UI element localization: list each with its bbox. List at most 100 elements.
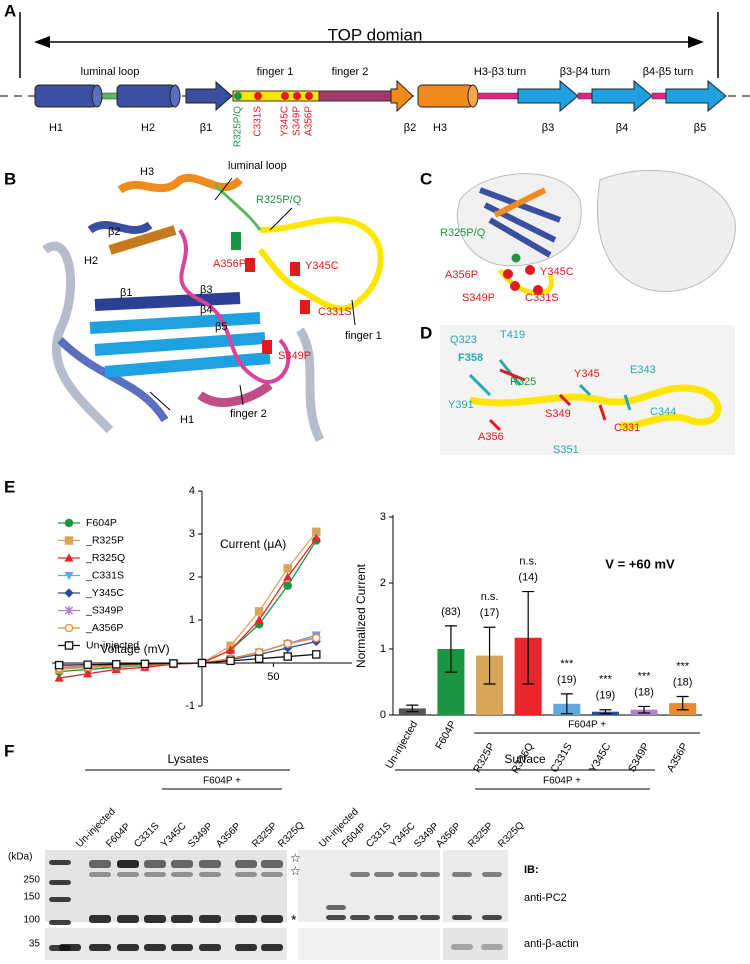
band bbox=[199, 860, 221, 868]
legend-label: _R325P bbox=[85, 534, 124, 546]
turn bbox=[577, 92, 593, 100]
significance: *** bbox=[599, 674, 613, 686]
panel-label: C bbox=[420, 169, 432, 188]
y-tick-label: 3 bbox=[189, 528, 195, 540]
series-line bbox=[59, 653, 317, 666]
site bbox=[503, 269, 513, 279]
side-chain bbox=[488, 368, 607, 432]
y-tick-label: -1 bbox=[185, 700, 195, 712]
band bbox=[144, 944, 166, 951]
structure-label: R325P/Q bbox=[440, 227, 486, 239]
point bbox=[64, 588, 74, 598]
point bbox=[283, 639, 292, 648]
panel-b: B H3 luminal loop R325P/Q β2 H2 A356P Y3… bbox=[4, 160, 400, 443]
finger-loop bbox=[469, 384, 722, 430]
band bbox=[326, 905, 346, 910]
lane-label: C331S bbox=[132, 820, 162, 850]
structure-label: S349 bbox=[545, 408, 571, 420]
structure-label: Q323 bbox=[450, 334, 477, 346]
ribbon bbox=[57, 337, 169, 423]
lane-label: R325P bbox=[466, 820, 496, 850]
helix-end bbox=[91, 84, 103, 108]
band bbox=[144, 860, 166, 868]
band bbox=[49, 880, 71, 885]
site bbox=[254, 92, 262, 100]
mutation-label: Y345C bbox=[280, 106, 291, 137]
group-label: F604P + bbox=[568, 720, 606, 731]
band bbox=[420, 915, 440, 920]
domain-title: TOP domian bbox=[328, 25, 423, 44]
legend-label: Un-injected bbox=[86, 639, 139, 651]
blot bbox=[298, 850, 440, 922]
point bbox=[254, 615, 264, 624]
band bbox=[199, 944, 221, 951]
kda-label: (kDa) bbox=[8, 852, 32, 863]
y-tick-label: 3 bbox=[380, 511, 386, 523]
band bbox=[261, 915, 283, 923]
lane-label: F604P bbox=[104, 821, 133, 850]
helix bbox=[34, 84, 98, 108]
panel-label: F bbox=[4, 741, 14, 760]
band bbox=[171, 915, 193, 923]
element-label: β4 bbox=[616, 122, 628, 134]
turn bbox=[477, 92, 519, 100]
strand bbox=[591, 79, 653, 113]
point bbox=[64, 518, 74, 528]
x-tick-label: A356P bbox=[665, 741, 691, 774]
n-label: (14) bbox=[518, 571, 538, 583]
band bbox=[59, 944, 81, 951]
band bbox=[171, 860, 193, 868]
element-label: H3 bbox=[433, 122, 447, 134]
error-bar bbox=[444, 625, 457, 673]
band bbox=[326, 915, 346, 920]
site bbox=[510, 281, 520, 291]
point bbox=[226, 656, 235, 666]
y-tick-label: 2 bbox=[380, 577, 386, 589]
strand bbox=[89, 312, 261, 334]
band bbox=[89, 915, 111, 923]
structure-label: H3 bbox=[140, 166, 154, 178]
site bbox=[281, 92, 289, 100]
band bbox=[482, 915, 502, 920]
point bbox=[83, 660, 92, 669]
site bbox=[234, 92, 242, 100]
site bbox=[525, 265, 535, 275]
group-label: Lysates bbox=[168, 752, 209, 766]
site bbox=[533, 285, 543, 295]
strand bbox=[94, 292, 241, 311]
structure-label: R325 bbox=[510, 376, 536, 388]
mutation-labels: R325P/Q C331S Y345C S349P A356P bbox=[233, 106, 315, 147]
loop bbox=[178, 228, 291, 384]
site bbox=[245, 258, 255, 272]
structure-label: Y391 bbox=[448, 399, 474, 411]
legend-label: F604P bbox=[86, 517, 117, 529]
n-label: (18) bbox=[673, 676, 693, 688]
lane-label: R325P bbox=[250, 820, 280, 850]
band bbox=[117, 915, 139, 923]
legend-label: _S349P bbox=[85, 604, 123, 616]
site bbox=[231, 232, 241, 250]
structure-label: A356 bbox=[478, 431, 504, 443]
site bbox=[290, 262, 300, 276]
error-bar bbox=[522, 590, 535, 685]
legend-label: _Y345C bbox=[85, 587, 124, 599]
group-label: Surface bbox=[504, 752, 546, 766]
band bbox=[261, 860, 283, 868]
lane-label: R325Q bbox=[276, 820, 306, 850]
element-label: H2 bbox=[141, 122, 155, 134]
y-tick-label: 0 bbox=[380, 709, 386, 721]
band bbox=[374, 915, 394, 920]
turn bbox=[651, 92, 667, 100]
panel-label: A bbox=[4, 1, 16, 20]
band bbox=[452, 872, 472, 877]
lane-label: A356P bbox=[214, 821, 243, 850]
point bbox=[254, 607, 264, 616]
band bbox=[235, 944, 257, 951]
panel-label: D bbox=[420, 323, 432, 342]
band bbox=[350, 872, 370, 877]
subgroup-label: F604P + bbox=[203, 776, 241, 787]
blot bbox=[443, 850, 508, 922]
region-label: H3-β3 turn bbox=[474, 66, 526, 78]
element-label: β5 bbox=[694, 122, 706, 134]
point bbox=[54, 673, 64, 682]
